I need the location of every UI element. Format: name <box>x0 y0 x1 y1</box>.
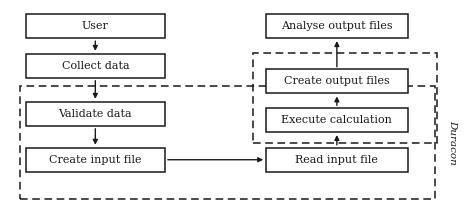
Text: Collect data: Collect data <box>62 61 129 71</box>
Text: User: User <box>82 21 109 31</box>
Bar <box>19 86 435 199</box>
Text: Create input file: Create input file <box>49 155 142 165</box>
Bar <box>266 148 408 172</box>
Text: Execute calculation: Execute calculation <box>282 115 392 125</box>
Bar <box>26 14 165 38</box>
Bar <box>266 14 408 38</box>
Text: Create output files: Create output files <box>284 76 390 86</box>
Text: Analyse output files: Analyse output files <box>281 21 392 31</box>
Bar <box>253 53 437 143</box>
Bar <box>266 108 408 132</box>
Text: Duracon: Duracon <box>448 120 457 164</box>
Text: Validate data: Validate data <box>58 109 132 119</box>
Bar <box>26 102 165 126</box>
Text: Read input file: Read input file <box>295 155 378 165</box>
Bar <box>266 69 408 94</box>
Bar <box>26 148 165 172</box>
Bar <box>26 54 165 78</box>
